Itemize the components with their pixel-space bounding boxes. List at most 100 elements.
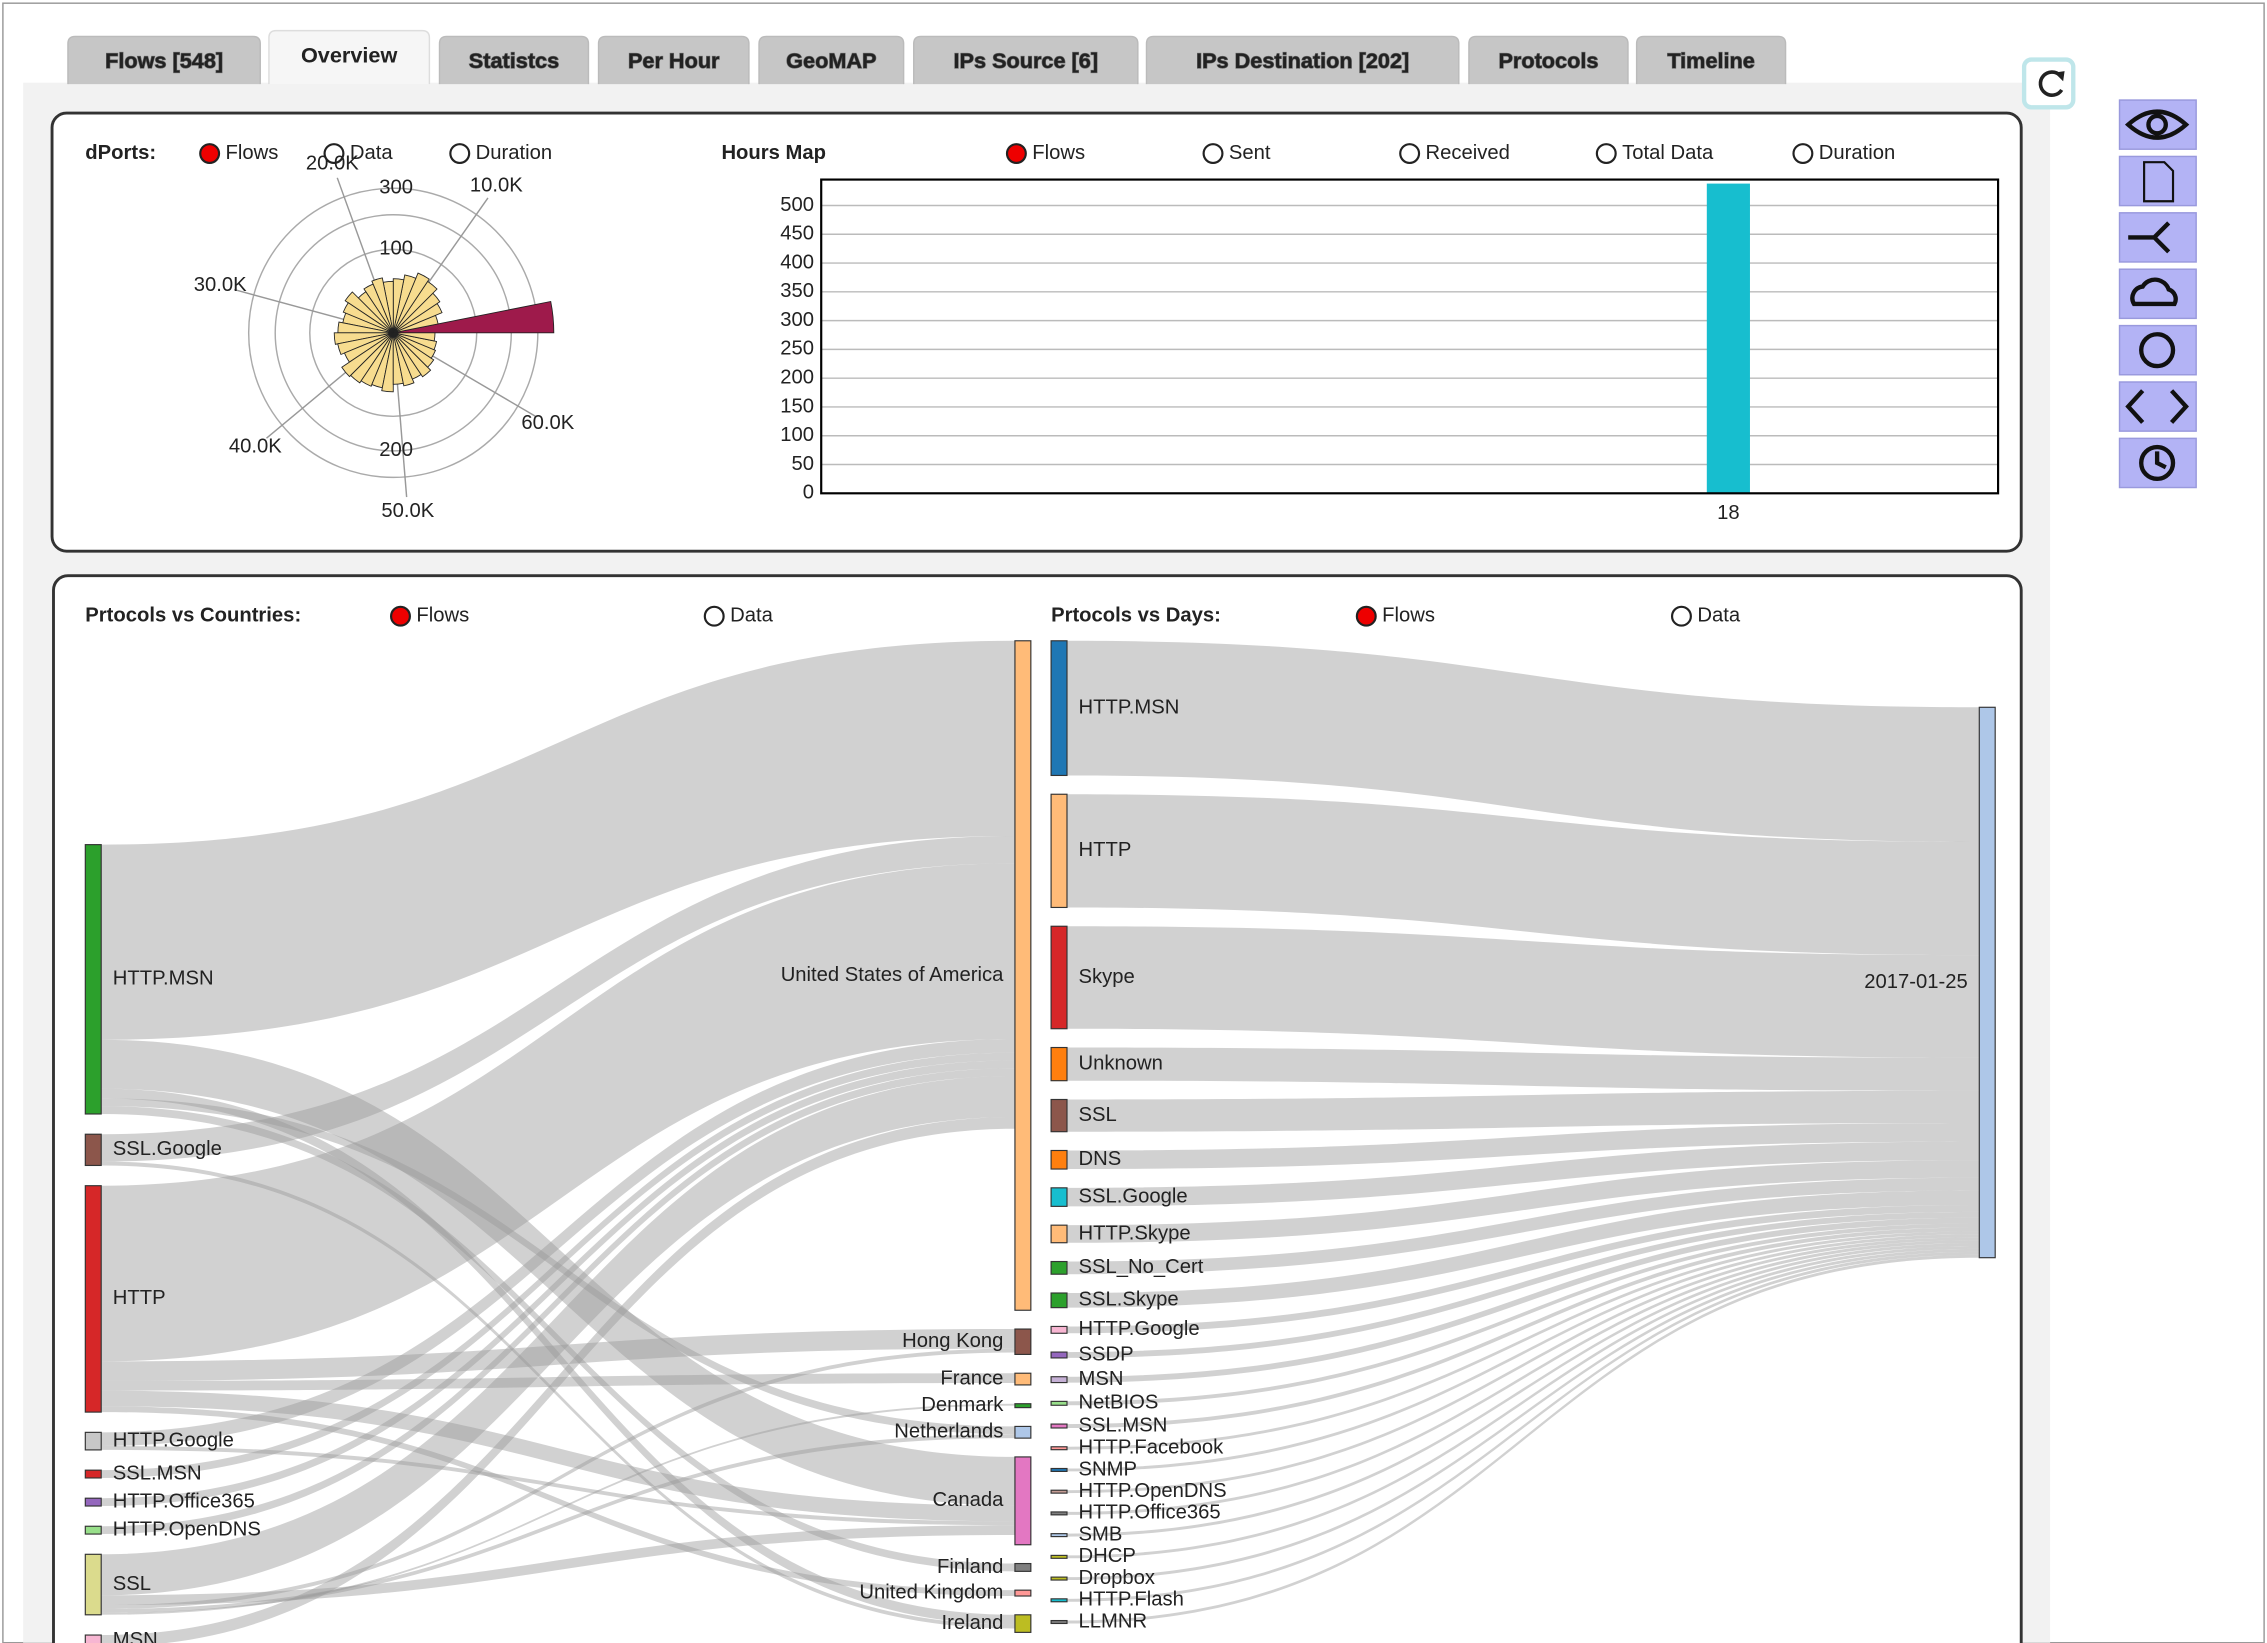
tab-shape[interactable] — [67, 35, 261, 85]
toolbar-icon[interactable] — [2143, 161, 2175, 203]
radio-label[interactable]: Received — [1426, 142, 1510, 164]
toolbar-button[interactable] — [2118, 99, 2197, 150]
radio-button[interactable] — [1355, 605, 1377, 627]
tab-label[interactable]: Statistcs — [468, 48, 560, 74]
tab[interactable]: Overview — [268, 29, 431, 85]
sankey-source-node — [84, 1469, 102, 1479]
radio-option[interactable]: Data — [703, 605, 774, 627]
toolbar-button[interactable] — [2118, 155, 2197, 207]
sankey-source-node — [84, 1133, 102, 1167]
radio-button[interactable] — [449, 143, 471, 165]
tab-shape[interactable] — [1468, 35, 1629, 85]
sankey-link — [101, 1117, 1015, 1643]
radio-button[interactable] — [1005, 143, 1027, 165]
tab[interactable]: Flows [548] — [67, 35, 261, 85]
y-tick-label: 50 — [791, 453, 814, 475]
radio-option[interactable]: Sent — [1202, 142, 1271, 165]
tab-label[interactable]: IPs Destination [202] — [1195, 48, 1409, 74]
toolbar-button[interactable] — [2118, 437, 2197, 489]
radio-button[interactable] — [323, 143, 345, 165]
radio-button[interactable] — [1595, 143, 1617, 165]
radio-label[interactable]: Data — [350, 142, 393, 164]
radio-option[interactable]: Duration — [1792, 142, 1896, 165]
radio-option[interactable]: Flows — [1355, 605, 1435, 627]
radio-option[interactable]: Data — [323, 142, 394, 165]
radio-option[interactable]: Duration — [449, 142, 552, 165]
toolbar-button[interactable] — [2118, 324, 2197, 376]
radio-option[interactable]: Flows — [199, 142, 279, 165]
tab[interactable]: Timeline — [1635, 35, 1787, 85]
toolbar-icon[interactable] — [2139, 444, 2176, 482]
radio-label[interactable]: Data — [1697, 605, 1740, 627]
toolbar-button[interactable] — [2118, 268, 2197, 320]
toolbar-icon[interactable] — [2139, 332, 2176, 369]
radio-button[interactable] — [1670, 605, 1692, 627]
y-tick-label: 200 — [780, 367, 814, 389]
tab[interactable]: IPs Destination [202] — [1145, 35, 1460, 85]
radio-option[interactable]: Flows — [1005, 142, 1085, 165]
radio-label[interactable]: Flows — [226, 142, 279, 164]
radio-label[interactable]: Flows — [1032, 142, 1085, 164]
radio-button[interactable] — [390, 605, 411, 627]
refresh-arrow[interactable] — [2054, 71, 2065, 82]
radio-option[interactable]: Flows — [390, 605, 469, 627]
radio-option[interactable]: Total Data — [1595, 142, 1714, 165]
sankey-source-node — [1050, 1351, 1068, 1359]
radio-option[interactable]: Data — [1670, 605, 1741, 627]
tab-label[interactable]: Per Hour — [627, 48, 720, 74]
toolbar-icon[interactable] — [2128, 221, 2171, 254]
sankey-link — [101, 1390, 1015, 1522]
tab-shape[interactable] — [758, 35, 905, 85]
refresh-button[interactable] — [2021, 57, 2076, 110]
toolbar-button[interactable] — [2118, 381, 2197, 432]
radio-button[interactable] — [1202, 143, 1224, 165]
refresh-frame[interactable] — [2021, 57, 2076, 110]
tab[interactable]: GeoMAP — [758, 35, 905, 85]
radio-label[interactable]: Data — [730, 605, 773, 627]
sankey-link — [101, 835, 1015, 1162]
tab-shape[interactable] — [597, 35, 750, 85]
y-tick-label: 0 — [803, 482, 814, 504]
toolbar-icon[interactable] — [2124, 109, 2190, 140]
radio-label[interactable]: Duration — [476, 142, 552, 164]
radio-button[interactable] — [703, 605, 725, 627]
tab-label[interactable]: Timeline — [1667, 48, 1756, 74]
port-petal — [393, 332, 436, 342]
radio-button[interactable] — [1792, 143, 1814, 165]
panel-title: Hours Map — [721, 142, 826, 164]
tab-label[interactable]: GeoMAP — [786, 48, 877, 74]
sankey-source-label: DHCP — [1079, 1545, 1136, 1567]
toolbar-icon[interactable] — [2130, 277, 2178, 307]
refresh-icon[interactable] — [2038, 70, 2064, 97]
tab[interactable]: Statistcs — [438, 35, 590, 85]
radio-label[interactable]: Sent — [1229, 142, 1271, 164]
radio-label[interactable]: Flows — [1382, 605, 1435, 627]
toolbar-button-bg[interactable] — [2118, 155, 2197, 207]
radio-option[interactable]: Received — [1399, 142, 1510, 165]
toolbar-button[interactable] — [2118, 212, 2197, 263]
radio-label[interactable]: Duration — [1819, 142, 1895, 164]
radio-button[interactable] — [1399, 143, 1421, 165]
tab-label[interactable]: Overview — [301, 42, 398, 67]
radio-label[interactable]: Flows — [416, 605, 469, 627]
sankey-link — [101, 1038, 1015, 1447]
port-petal — [363, 283, 394, 334]
tab-label[interactable]: Protocols — [1498, 48, 1599, 74]
sankey-source-label: HTTP.Office365 — [1079, 1502, 1221, 1524]
tab-shape[interactable] — [438, 35, 590, 85]
tab-shape[interactable] — [913, 35, 1139, 85]
radio-button[interactable] — [199, 143, 221, 165]
tab[interactable]: IPs Source [6] — [913, 35, 1139, 85]
tab-shape[interactable] — [1635, 35, 1787, 85]
tab[interactable]: Protocols — [1468, 35, 1629, 85]
tab-shape[interactable] — [1145, 35, 1460, 85]
tab-shape[interactable] — [268, 29, 431, 85]
tab-label[interactable]: IPs Source [6] — [953, 48, 1099, 74]
tab-label[interactable]: Flows [548] — [105, 48, 224, 74]
tab[interactable]: Per Hour — [597, 35, 750, 85]
radio-label[interactable]: Total Data — [1622, 142, 1714, 164]
sankey-link — [101, 1403, 1015, 1615]
sankey-link — [1066, 1123, 1980, 1170]
sankey-target-label: Ireland — [942, 1612, 1004, 1634]
toolbar-icon[interactable] — [2125, 389, 2189, 424]
